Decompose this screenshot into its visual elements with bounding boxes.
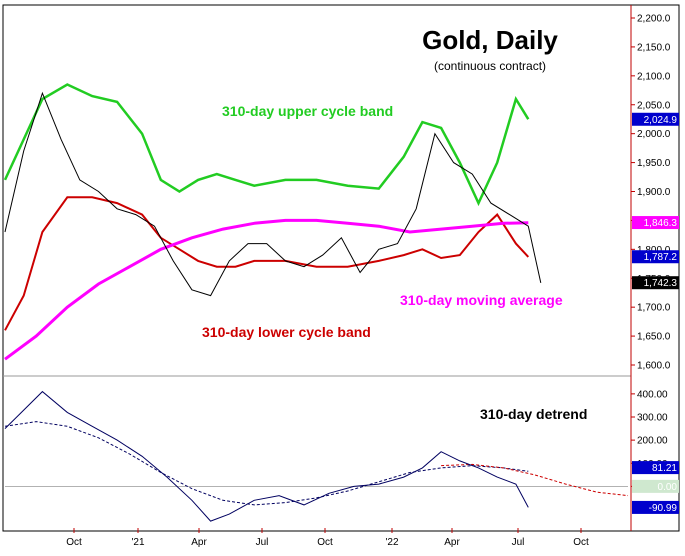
moving-average-label: 310-day moving average [400, 292, 563, 308]
value-badge-label: 81.21 [652, 463, 677, 474]
lower-band-label: 310-day lower cycle band [202, 324, 371, 340]
detrend-projection-line [441, 463, 629, 497]
price-panel [3, 83, 542, 361]
y-tick-label: 1,950.0 [637, 158, 671, 169]
y-tick-label: 2,000.0 [637, 129, 671, 140]
price-line [4, 91, 542, 297]
detrend-panel [4, 390, 629, 522]
y-tick-label: 1,700.0 [637, 303, 671, 314]
x-tick-label: Oct [573, 537, 589, 548]
value-badge-label: -90.99 [649, 503, 678, 514]
value-badge [632, 479, 679, 493]
value-badges: 2,024.9 1,846.3 1,787.2 1,742.3 81.21 0.00 -90… [632, 112, 679, 514]
x-tick-label: Oct [317, 537, 333, 548]
y-tick-label: 2,050.0 [637, 100, 671, 111]
value-badge-label: 1,742.3 [644, 278, 678, 289]
value-badge [632, 112, 679, 126]
y-tick-label: 200.00 [637, 436, 668, 447]
y-tick-label: 1,900.0 [637, 187, 671, 198]
y-tick-label: 1,600.0 [637, 361, 671, 372]
value-badge [632, 250, 679, 264]
y-tick-label: 400.00 [637, 389, 668, 400]
chart-subtitle: (continuous contract) [434, 59, 546, 73]
value-badge [632, 216, 679, 230]
detrend-label: 310-day detrend [480, 406, 587, 422]
value-badge-label: 1,787.2 [644, 252, 678, 263]
value-badge-label: 2,024.9 [644, 115, 678, 126]
x-tick-label: Jul [512, 537, 525, 548]
lower-cycle-band-line [4, 196, 530, 331]
x-tick-label: Jul [256, 537, 269, 548]
upper-band-label: 310-day upper cycle band [222, 103, 393, 119]
detrend-line [4, 390, 529, 522]
x-tick-label: Apr [444, 537, 460, 548]
upper-cycle-band-line [3, 83, 530, 207]
x-tick-label: '22 [385, 537, 398, 548]
value-badge-label: 0.00 [658, 482, 678, 493]
x-tick-label: Apr [191, 537, 207, 548]
detrend-cycle-line [4, 421, 529, 506]
value-badge [632, 461, 679, 475]
y-tick-label: 2,200.0 [637, 14, 671, 25]
moving-average-line [4, 218, 529, 361]
y-tick-label: 1,650.0 [637, 332, 671, 343]
value-badge [632, 500, 679, 514]
value-badge-label: 1,846.3 [644, 218, 678, 229]
x-axis: Oct '21 Apr Jul Oct '22 Apr Jul Oct [66, 528, 589, 548]
x-tick-label: Oct [66, 537, 82, 548]
chart-frame [2, 4, 680, 532]
y-tick-label: 300.00 [637, 413, 668, 424]
chart-title: Gold, Daily [422, 25, 558, 55]
y-tick-label: 2,100.0 [637, 71, 671, 82]
x-tick-label: '21 [131, 537, 144, 548]
value-badge [632, 276, 679, 290]
y-tick-label: 2,150.0 [637, 42, 671, 53]
